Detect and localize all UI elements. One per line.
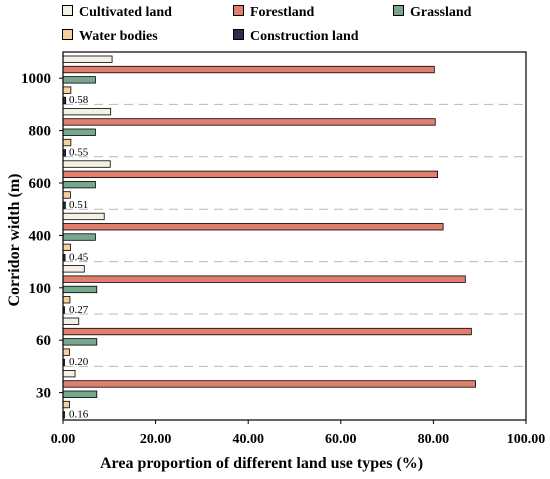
bar — [62, 128, 96, 136]
data-label: 0.20 — [69, 356, 89, 368]
bar — [62, 55, 113, 63]
bar — [62, 400, 70, 409]
x-tick-label: 0.00 — [51, 432, 76, 447]
legend-construction: Construction land — [233, 29, 359, 45]
data-label: 0.55 — [69, 147, 89, 159]
legend-cultivated: Cultivated land — [62, 5, 172, 21]
bar — [62, 180, 96, 189]
y-tick-label: 600 — [29, 176, 52, 192]
x-tick-label: 80.00 — [418, 432, 450, 447]
legend-grassland: Grassland — [393, 5, 471, 21]
bar — [62, 65, 435, 74]
y-tick-label: 100 — [29, 281, 52, 297]
bar — [62, 191, 71, 199]
legend-label-grassland: Grassland — [410, 5, 472, 20]
bar — [62, 243, 71, 252]
bar — [62, 212, 105, 221]
bar — [62, 265, 85, 273]
bar — [62, 170, 438, 179]
y-tick-label: 800 — [29, 124, 52, 140]
legend-label-water: Water bodies — [79, 29, 158, 44]
legend-label-construction: Construction land — [250, 29, 359, 44]
bar — [62, 86, 72, 94]
legend-swatch-water — [62, 29, 73, 40]
y-tick-label: 400 — [29, 228, 52, 244]
legend-swatch-construction — [233, 29, 244, 40]
bar — [62, 296, 71, 304]
bar — [62, 108, 112, 116]
y-tick-label: 1000 — [21, 71, 51, 87]
legend-label-forestland: Forestland — [250, 5, 315, 20]
bar — [62, 338, 98, 346]
legend-water: Water bodies — [62, 29, 158, 45]
legend-label-cultivated: Cultivated land — [79, 5, 172, 20]
data-label: 0.58 — [69, 94, 89, 106]
x-tick-label: 100.00 — [507, 432, 546, 447]
data-label: 0.16 — [69, 409, 89, 421]
bar — [62, 138, 72, 147]
data-label: 0.27 — [69, 304, 89, 316]
bar — [62, 285, 98, 294]
legend-swatch-grassland — [393, 5, 404, 16]
bar — [62, 327, 472, 336]
x-tick-label: 20.00 — [140, 432, 172, 447]
y-axis-title: Corridor width (m) — [6, 173, 23, 307]
bar — [62, 390, 98, 398]
legend-forestland: Forestland — [233, 5, 314, 21]
x-axis-title: Area proportion of different land use ty… — [100, 455, 424, 472]
bar — [62, 233, 96, 241]
data-label: 0.51 — [69, 199, 88, 211]
x-tick-label: 60.00 — [325, 432, 357, 447]
data-label: 0.45 — [69, 251, 89, 263]
bar — [62, 348, 70, 356]
bar — [62, 160, 111, 168]
plot-frame — [62, 51, 527, 421]
bar — [62, 369, 76, 378]
bar — [62, 76, 96, 84]
legend-swatch-forestland — [233, 5, 244, 16]
bar — [62, 275, 466, 283]
y-tick-label: 30 — [36, 386, 51, 402]
y-tick-label: 60 — [36, 333, 51, 349]
legend-swatch-cultivated — [62, 5, 73, 16]
bar — [62, 223, 444, 231]
bar — [62, 118, 436, 126]
bar — [62, 380, 476, 388]
x-tick-label: 40.00 — [232, 432, 264, 447]
bar — [62, 317, 80, 325]
